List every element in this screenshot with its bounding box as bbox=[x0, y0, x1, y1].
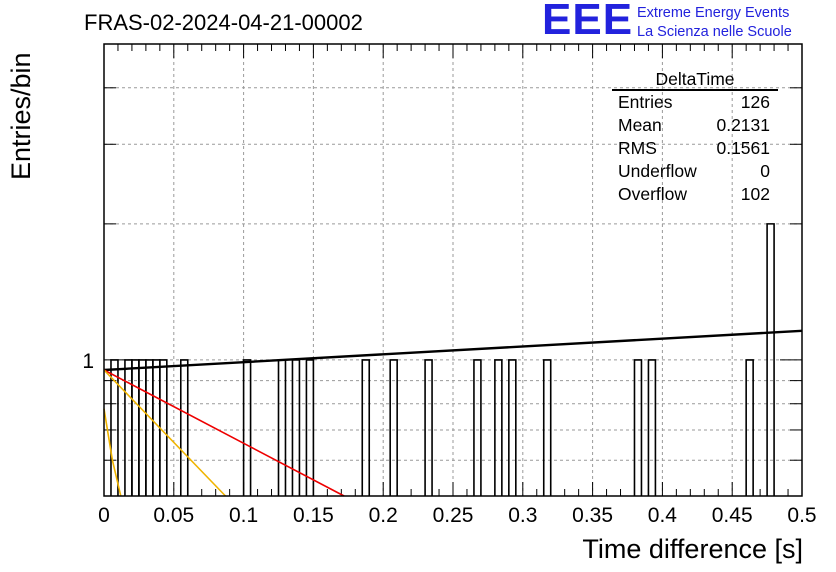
logo-line-1: Extreme Energy Events bbox=[637, 5, 790, 21]
histogram-bin bbox=[473, 359, 482, 496]
stats-row-rms: RMS 0.1561 bbox=[612, 137, 778, 160]
stats-value: 0 bbox=[760, 161, 770, 181]
logo-line-2: La Scienza nelle Scuole bbox=[637, 24, 792, 40]
stats-value: 126 bbox=[740, 92, 770, 112]
stats-key: RMS bbox=[618, 138, 657, 158]
fit-curve bbox=[103, 369, 345, 497]
x-tick-label: 0.2 bbox=[369, 504, 398, 527]
stats-value: 102 bbox=[740, 184, 770, 204]
x-tick-label: 0 bbox=[98, 504, 110, 527]
histogram-bin bbox=[305, 359, 315, 496]
histogram-bin bbox=[242, 359, 252, 496]
histogram-bin bbox=[542, 359, 552, 496]
x-tick-label: 0.25 bbox=[433, 504, 474, 527]
histogram-bin bbox=[110, 359, 119, 496]
histogram-bin bbox=[361, 359, 371, 496]
x-tick-label: 0.3 bbox=[508, 504, 537, 527]
stats-row-underflow: Underflow 0 bbox=[612, 160, 778, 183]
x-tick-label: 0.45 bbox=[712, 504, 753, 527]
histogram-bin bbox=[179, 359, 189, 496]
stats-box: DeltaTime Entries 126 Mean 0.2131 RMS 0.… bbox=[612, 70, 778, 206]
x-tick-label: 0.05 bbox=[153, 504, 194, 527]
histogram-bin bbox=[424, 359, 433, 496]
x-tick-label: 0.35 bbox=[572, 504, 613, 527]
y-axis-label: Entries/bin bbox=[6, 52, 36, 180]
x-tick-label: 0.15 bbox=[293, 504, 334, 527]
x-tick-label: 0.5 bbox=[787, 504, 816, 527]
grid-lines bbox=[104, 44, 802, 496]
stats-value: 0.1561 bbox=[716, 138, 770, 158]
stats-row-mean: Mean 0.2131 bbox=[612, 114, 778, 137]
chart-title: FRAS-02-2024-04-21-00002 bbox=[84, 10, 363, 35]
x-tick-labels: 0 0.05 0.1 0.15 0.2 0.25 0.3 0.35 0.4 0.45 0.5 bbox=[98, 504, 816, 527]
y-tick-labels: 1 bbox=[82, 350, 94, 373]
stats-value: 0.2131 bbox=[716, 115, 770, 135]
stats-key: Underflow bbox=[618, 161, 697, 181]
x-tick-label: 0.1 bbox=[229, 504, 258, 527]
y-tick-label: 1 bbox=[82, 350, 94, 373]
fit-curves bbox=[103, 329, 803, 497]
stats-key: Overflow bbox=[618, 184, 688, 204]
stats-title: DeltaTime bbox=[612, 70, 778, 91]
fit-curve bbox=[103, 369, 227, 497]
fit-curve bbox=[103, 329, 803, 372]
histogram-bin bbox=[766, 223, 775, 496]
histogram-bin bbox=[745, 359, 754, 496]
histogram-bin bbox=[494, 359, 503, 496]
histogram-bin bbox=[647, 359, 657, 496]
stats-row-entries: Entries 126 bbox=[612, 91, 778, 114]
histogram-bin bbox=[389, 359, 398, 496]
eee-logo-mark: EEE bbox=[542, 0, 634, 44]
stats-key: Entries bbox=[618, 92, 673, 112]
x-tick-label: 0.4 bbox=[648, 504, 678, 527]
stats-key: Mean bbox=[618, 115, 662, 135]
histogram-bin bbox=[633, 359, 643, 496]
stats-row-overflow: Overflow 102 bbox=[612, 183, 778, 206]
fit-curve bbox=[103, 408, 122, 497]
plot-frame bbox=[103, 43, 803, 497]
x-axis-label: Time difference [s] bbox=[582, 534, 803, 564]
histogram-bin bbox=[508, 359, 517, 496]
